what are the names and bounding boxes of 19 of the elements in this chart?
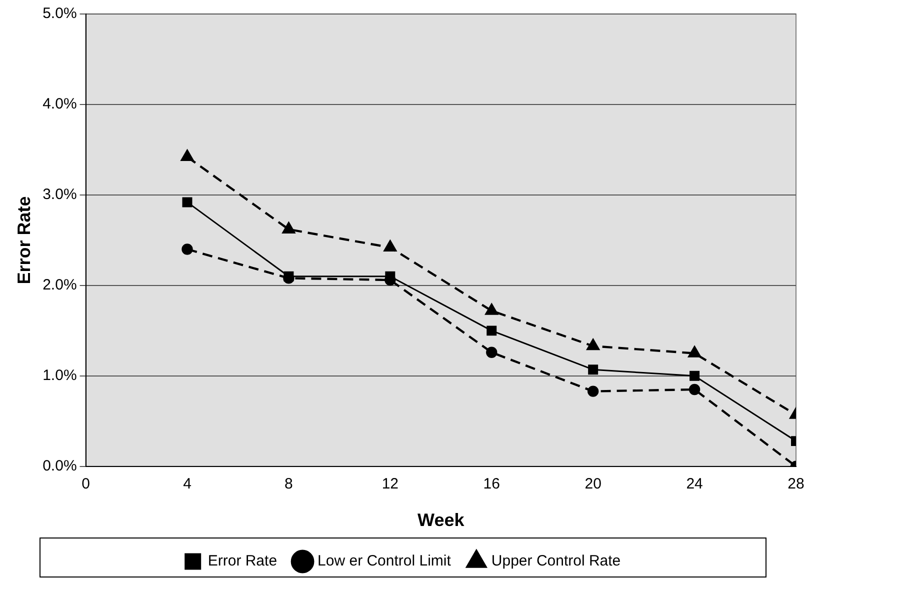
x-tick-label: 16	[483, 476, 500, 493]
y-tick-label: 4.0%	[42, 96, 77, 113]
x-tick-label: 20	[584, 476, 602, 493]
x-axis-title: Week	[418, 510, 466, 530]
x-tick-label: 8	[284, 476, 293, 493]
y-tick-label: 1.0%	[42, 367, 77, 384]
y-tick-label: 2.0%	[42, 276, 77, 294]
y-axis-title: Error Rate	[14, 196, 34, 284]
x-tick-label: 24	[686, 476, 703, 493]
y-tick-label: 5.0%	[42, 5, 77, 22]
y-tick-label: 3.0%	[42, 186, 77, 204]
x-tick-label: 4	[183, 476, 192, 493]
legend-label: Low er Control Limit	[318, 552, 452, 570]
legend-label: Upper Control Rate	[491, 552, 621, 570]
legend-label: Error Rate	[208, 552, 278, 570]
y-tick-label: 0.0%	[42, 458, 77, 475]
x-tick-label: 28	[788, 476, 804, 493]
x-tick-label: 12	[382, 476, 399, 493]
x-tick-label: 0	[82, 476, 90, 493]
